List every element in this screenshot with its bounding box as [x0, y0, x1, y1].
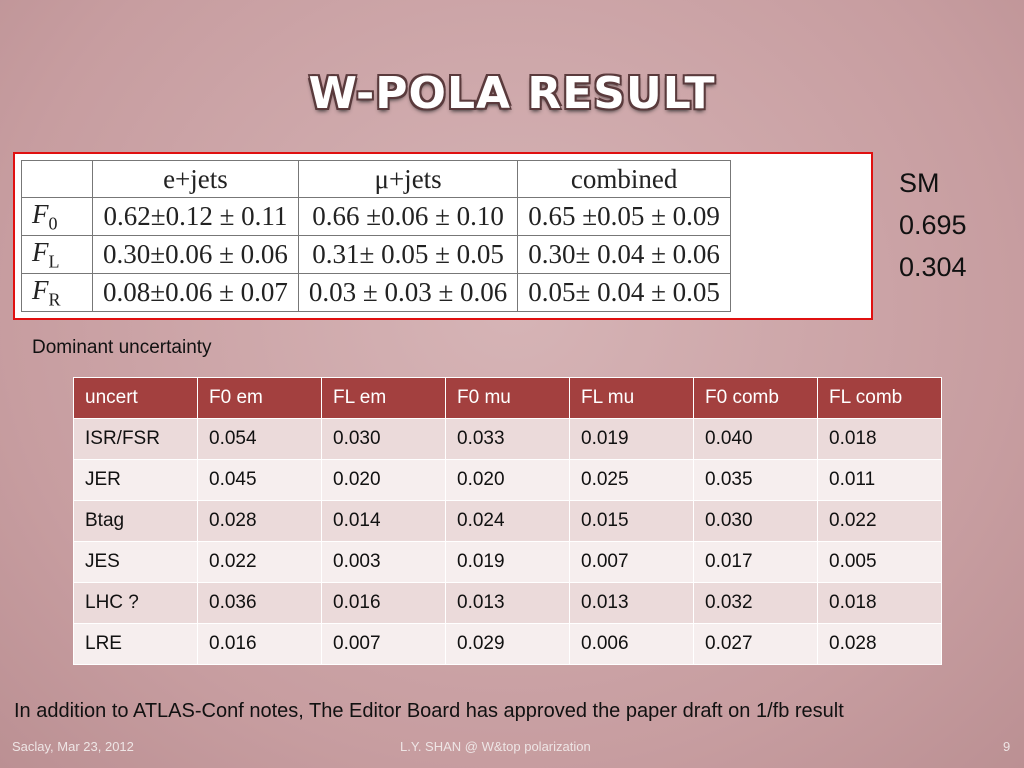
- table-cell: 0.029: [445, 623, 570, 665]
- table-cell: 0.020: [321, 459, 446, 501]
- table-cell: 0.013: [445, 582, 570, 624]
- subscript: 0: [48, 213, 58, 234]
- result-cell: 0.30± 0.04 ± 0.06: [517, 235, 731, 274]
- note: In addition to ATLAS-Conf notes, The Edi…: [14, 700, 844, 722]
- table-row: JER 0.045 0.020 0.020 0.025 0.035 0.011: [73, 459, 942, 501]
- table-cell: Btag: [73, 500, 198, 542]
- table-cell: 0.033: [445, 418, 570, 460]
- table-cell: 0.018: [817, 582, 942, 624]
- result-cell: 0.66 ±0.06 ± 0.10: [297, 197, 519, 236]
- result-cell: 0.03 ± 0.03 ± 0.06: [297, 273, 519, 312]
- table-cell: 0.014: [321, 500, 446, 542]
- table-row: Btag 0.028 0.014 0.024 0.015 0.030 0.022: [73, 500, 942, 542]
- result-cell: 0.31± 0.05 ± 0.05: [297, 235, 519, 274]
- sm-line: 0.695: [899, 210, 967, 240]
- result-cell: 0.08±0.06 ± 0.07: [92, 273, 299, 312]
- result-row: FR 0.08±0.06 ± 0.07 0.03 ± 0.03 ± 0.06 0.05…: [21, 273, 731, 312]
- table-cell: 0.028: [197, 500, 322, 542]
- table-cell: 0.025: [569, 459, 694, 501]
- table-row: ISR/FSR 0.054 0.030 0.033 0.019 0.040 0.018: [73, 418, 942, 460]
- table-cell: 0.022: [197, 541, 322, 583]
- header-cell: F0 comb: [693, 377, 818, 419]
- table-cell: 0.032: [693, 582, 818, 624]
- table-cell: 0.030: [693, 500, 818, 542]
- slide-title: W-POLA RESULT: [308, 68, 716, 119]
- result-cell: 0.05± 0.04 ± 0.05: [517, 273, 731, 312]
- table-cell: 0.045: [197, 459, 322, 501]
- caption: Dominant uncertainty: [32, 337, 212, 358]
- page-number: 9: [1003, 739, 1011, 754]
- header-cell: F0 mu: [445, 377, 570, 419]
- header-cell: combined: [517, 160, 731, 198]
- row-label: FL: [21, 235, 93, 274]
- table-row: JES 0.022 0.003 0.019 0.007 0.017 0.005: [73, 541, 942, 583]
- result-box: e+jets μ+jets combined F0 0.62±0.12 ± 0.11 0.…: [13, 152, 873, 320]
- table-cell: 0.040: [693, 418, 818, 460]
- subscript: L: [48, 251, 60, 272]
- row-label: F0: [21, 197, 93, 236]
- result-row: F0 0.62±0.12 ± 0.11 0.66 ±0.06 ± 0.10 0.65 …: [21, 197, 731, 236]
- table-cell: 0.003: [321, 541, 446, 583]
- table-cell: ISR/FSR: [73, 418, 198, 460]
- result-cell: 0.65 ±0.05 ± 0.09: [517, 197, 731, 236]
- header-row: e+jets μ+jets combined: [21, 160, 731, 198]
- row-label: FR: [21, 273, 93, 312]
- header-cell: F0 em: [197, 377, 322, 419]
- table-cell: 0.019: [569, 418, 694, 460]
- footer-author: L.Y. SHAN @ W&top polarization: [400, 739, 591, 754]
- table-cell: 0.007: [321, 623, 446, 665]
- symbol: F: [32, 236, 49, 267]
- table-cell: 0.027: [693, 623, 818, 665]
- table-cell: 0.018: [817, 418, 942, 460]
- sm-line: 0.304: [899, 252, 967, 282]
- header-cell: FL comb: [817, 377, 942, 419]
- table-cell: LHC ?: [73, 582, 198, 624]
- table-cell: 0.019: [445, 541, 570, 583]
- table-cell: 0.020: [445, 459, 570, 501]
- table-cell: 0.024: [445, 500, 570, 542]
- table-cell: 0.035: [693, 459, 818, 501]
- table-cell: JER: [73, 459, 198, 501]
- header-cell: e+jets: [92, 160, 299, 198]
- header-cell: FL em: [321, 377, 446, 419]
- footer-date: Saclay, Mar 23, 2012: [12, 739, 134, 754]
- table-row: LRE 0.016 0.007 0.029 0.006 0.027 0.028: [73, 623, 942, 665]
- table-cell: 0.013: [569, 582, 694, 624]
- table-cell: LRE: [73, 623, 198, 665]
- table-cell: 0.054: [197, 418, 322, 460]
- table-cell: 0.007: [569, 541, 694, 583]
- subscript: R: [48, 289, 61, 310]
- table-row: LHC ? 0.036 0.016 0.013 0.013 0.032 0.018: [73, 582, 942, 624]
- table-cell: 0.036: [197, 582, 322, 624]
- table-cell: 0.015: [569, 500, 694, 542]
- table-cell: 0.022: [817, 500, 942, 542]
- table-cell: 0.017: [693, 541, 818, 583]
- symbol: F: [32, 198, 49, 229]
- uncertainty-table: uncert F0 em FL em F0 mu FL mu F0 comb FL comb…: [73, 377, 942, 665]
- result-cell: 0.62±0.12 ± 0.11: [92, 197, 299, 236]
- table-cell: 0.006: [569, 623, 694, 665]
- result-cell: 0.30±0.06 ± 0.06: [92, 235, 299, 274]
- symbol: F: [32, 274, 49, 305]
- result-table: e+jets μ+jets combined F0 0.62±0.12 ± 0.11 0.…: [21, 160, 731, 312]
- header-cell: FL mu: [569, 377, 694, 419]
- table-cell: 0.011: [817, 459, 942, 501]
- header-cell: uncert: [73, 377, 198, 419]
- result-row: FL 0.30±0.06 ± 0.06 0.31± 0.05 ± 0.05 0.30±…: [21, 235, 731, 274]
- table-cell: 0.005: [817, 541, 942, 583]
- table-cell: 0.028: [817, 623, 942, 665]
- table-cell: 0.030: [321, 418, 446, 460]
- sm-values: SM 0.695 0.304: [899, 162, 967, 288]
- corner-cell: [21, 160, 93, 198]
- table-cell: 0.016: [197, 623, 322, 665]
- header-row: uncert F0 em FL em F0 mu FL mu F0 comb FL comb: [73, 377, 942, 419]
- sm-line: SM: [899, 168, 940, 198]
- table-cell: 0.016: [321, 582, 446, 624]
- table-cell: JES: [73, 541, 198, 583]
- header-cell: μ+jets: [297, 160, 519, 198]
